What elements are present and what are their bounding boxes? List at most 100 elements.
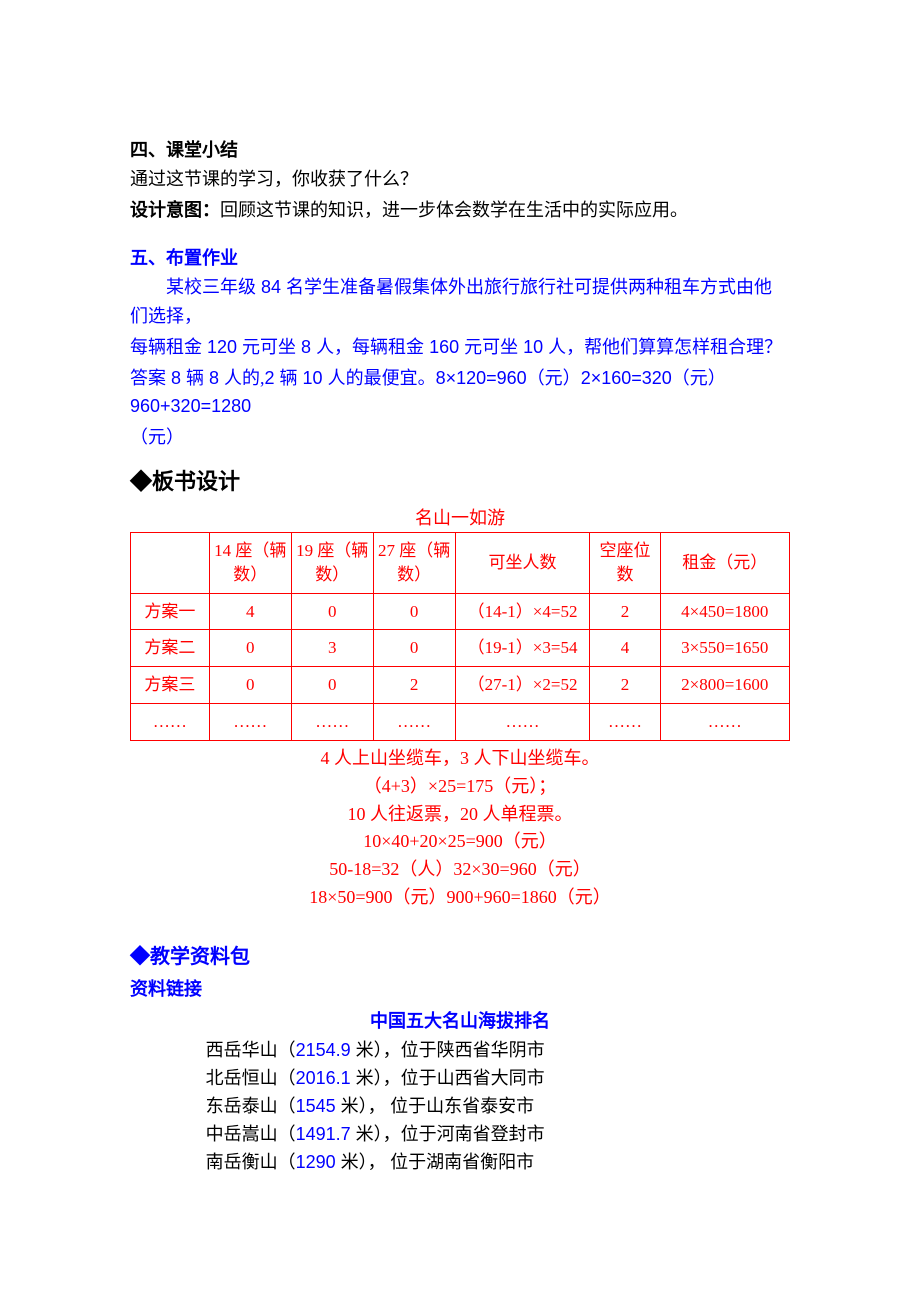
ans-l: 2×160=320 <box>581 368 672 388</box>
mountain-item: 南岳衡山（1290 米）， 位于湖南省衡阳市 <box>206 1149 790 1177</box>
board-calc: 4 人上山坐缆车，3 人下山坐缆车。 （4+3）×25=175（元）； 10 人… <box>130 745 790 912</box>
th-0 <box>131 532 210 593</box>
ans-d: 8 <box>204 368 224 388</box>
resources-heading: ◆教学资料包 <box>130 940 790 969</box>
m1-num: 2016.1 <box>296 1068 356 1088</box>
ans-i: 人的最便宜。 <box>328 368 436 388</box>
hw2d: 8 <box>296 337 316 357</box>
th-2: 19 座（辆数） <box>291 532 373 593</box>
calc-4: 50-18=32（人）32×30=960（元） <box>130 856 790 884</box>
homework-answer2: （元） <box>130 423 790 452</box>
m4-name: 南岳衡山（ <box>206 1152 296 1172</box>
m0-name: 西岳华山（ <box>206 1040 296 1060</box>
hw2f: 160 <box>424 337 464 357</box>
summary-q: 通过这节课的学习，你收获了什么？ <box>130 165 790 194</box>
resources-title: 中国五大名山海拔排名 <box>130 1007 790 1033</box>
m2-num: 1545 <box>296 1096 341 1116</box>
th-6: 租金（元） <box>660 532 789 593</box>
hw1a: 某校三年级 <box>166 277 256 297</box>
r2c3: 2 <box>373 667 455 704</box>
section-summary-title: 四、课堂小结 <box>130 136 790 165</box>
r0c0: 方案一 <box>131 593 210 630</box>
r2c6: 2×800=1600 <box>660 667 789 704</box>
board-table-title: 名山一如游 <box>130 504 790 530</box>
r0c4: （14-1）×4=52 <box>455 593 590 630</box>
r1c0: 方案二 <box>131 630 210 667</box>
ans-c: 辆 <box>186 368 204 388</box>
resources-sub: 资料链接 <box>130 975 790 1001</box>
m4-loc: 米）， 位于湖南省衡阳市 <box>341 1152 535 1172</box>
th-5: 空座位数 <box>590 532 660 593</box>
hw1b: 84 <box>256 277 286 297</box>
ans-f: 2 <box>265 368 280 388</box>
hw2h: 10 <box>518 337 548 357</box>
m3-num: 1491.7 <box>296 1124 356 1144</box>
ans-n: 960+320=1280 <box>130 396 251 416</box>
calc-5: 18×50=900（元）900+960=1860（元） <box>130 884 790 912</box>
ans-k: （元） <box>527 368 581 388</box>
r0c1: 4 <box>209 593 291 630</box>
m3-loc: 米），位于河南省登封市 <box>356 1124 545 1144</box>
board-table: 14 座（辆数） 19 座（辆数） 27 座（辆数） 可坐人数 空座位数 租金（… <box>130 532 790 741</box>
m2-loc: 米）， 位于山东省泰安市 <box>341 1096 535 1116</box>
r0c6: 4×450=1800 <box>660 593 789 630</box>
hw2b: 120 <box>202 337 242 357</box>
r2c4: （27-1）×2=52 <box>455 667 590 704</box>
mountain-item: 北岳恒山（2016.1 米），位于山西省大同市 <box>206 1065 790 1093</box>
ans-e: 人的, <box>224 368 265 388</box>
r0c3: 0 <box>373 593 455 630</box>
hw2c: 元可坐 <box>242 337 296 357</box>
m1-loc: 米），位于山西省大同市 <box>356 1068 545 1088</box>
summary-intent: 设计意图：回顾这节课的知识，进一步体会数学在生活中的实际应用。 <box>130 196 790 225</box>
r2c2: 0 <box>291 667 373 704</box>
r1c4: （19-1）×3=54 <box>455 630 590 667</box>
th-4: 可坐人数 <box>455 532 590 593</box>
homework-answer1: 答案 8 辆 8 人的,2 辆 10 人的最便宜。8×120=960（元）2×1… <box>130 364 790 422</box>
intent-text: 回顾这节课的知识，进一步体会数学在生活中的实际应用。 <box>220 200 688 220</box>
hw2a: 每辆租金 <box>130 337 202 357</box>
mountain-item: 东岳泰山（1545 米）， 位于山东省泰安市 <box>206 1093 790 1121</box>
r3c2: …… <box>291 703 373 740</box>
ans-j: 8×120=960 <box>436 368 527 388</box>
r3c1: …… <box>209 703 291 740</box>
page-root: 四、课堂小结 通过这节课的学习，你收获了什么？ 设计意图：回顾这节课的知识，进一… <box>0 0 920 1257</box>
mountain-item: 中岳嵩山（1491.7 米），位于河南省登封市 <box>206 1121 790 1149</box>
hw2e: 人，每辆租金 <box>316 337 424 357</box>
r3c5: …… <box>590 703 660 740</box>
table-row: 方案三 0 0 2 （27-1）×2=52 2 2×800=1600 <box>131 667 790 704</box>
r2c5: 2 <box>590 667 660 704</box>
table-row: …… …… …… …… …… …… …… <box>131 703 790 740</box>
table-row: 方案二 0 3 0 （19-1）×3=54 4 3×550=1650 <box>131 630 790 667</box>
th-3: 27 座（辆数） <box>373 532 455 593</box>
table-header-row: 14 座（辆数） 19 座（辆数） 27 座（辆数） 可坐人数 空座位数 租金（… <box>131 532 790 593</box>
r1c6: 3×550=1650 <box>660 630 789 667</box>
m4-num: 1290 <box>296 1152 341 1172</box>
r3c3: …… <box>373 703 455 740</box>
m2-name: 东岳泰山（ <box>206 1096 296 1116</box>
intent-label: 设计意图： <box>130 200 220 220</box>
th-1: 14 座（辆数） <box>209 532 291 593</box>
calc-1: （4+3）×25=175（元）； <box>130 773 790 801</box>
r1c5: 4 <box>590 630 660 667</box>
r3c6: …… <box>660 703 789 740</box>
r1c3: 0 <box>373 630 455 667</box>
m3-name: 中岳嵩山（ <box>206 1124 296 1144</box>
m0-loc: 米），位于陕西省华阴市 <box>356 1040 545 1060</box>
ans-m: （元） <box>672 368 726 388</box>
board-heading: ◆板书设计 <box>130 464 790 496</box>
r2c1: 0 <box>209 667 291 704</box>
calc-2: 10 人往返票，20 人单程票。 <box>130 801 790 829</box>
calc-0: 4 人上山坐缆车，3 人下山坐缆车。 <box>130 745 790 773</box>
r3c4: …… <box>455 703 590 740</box>
r1c2: 3 <box>291 630 373 667</box>
r3c0: …… <box>131 703 210 740</box>
ans-a: 答案 <box>130 368 166 388</box>
hw2g: 元可坐 <box>464 337 518 357</box>
m1-name: 北岳恒山（ <box>206 1068 296 1088</box>
mountain-item: 西岳华山（2154.9 米），位于陕西省华阴市 <box>206 1037 790 1065</box>
ans-h: 10 <box>298 368 328 388</box>
ans-g: 辆 <box>280 368 298 388</box>
section-homework-title: 五、布置作业 <box>130 244 790 273</box>
table-row: 方案一 4 0 0 （14-1）×4=52 2 4×450=1800 <box>131 593 790 630</box>
calc-3: 10×40+20×25=900（元） <box>130 828 790 856</box>
